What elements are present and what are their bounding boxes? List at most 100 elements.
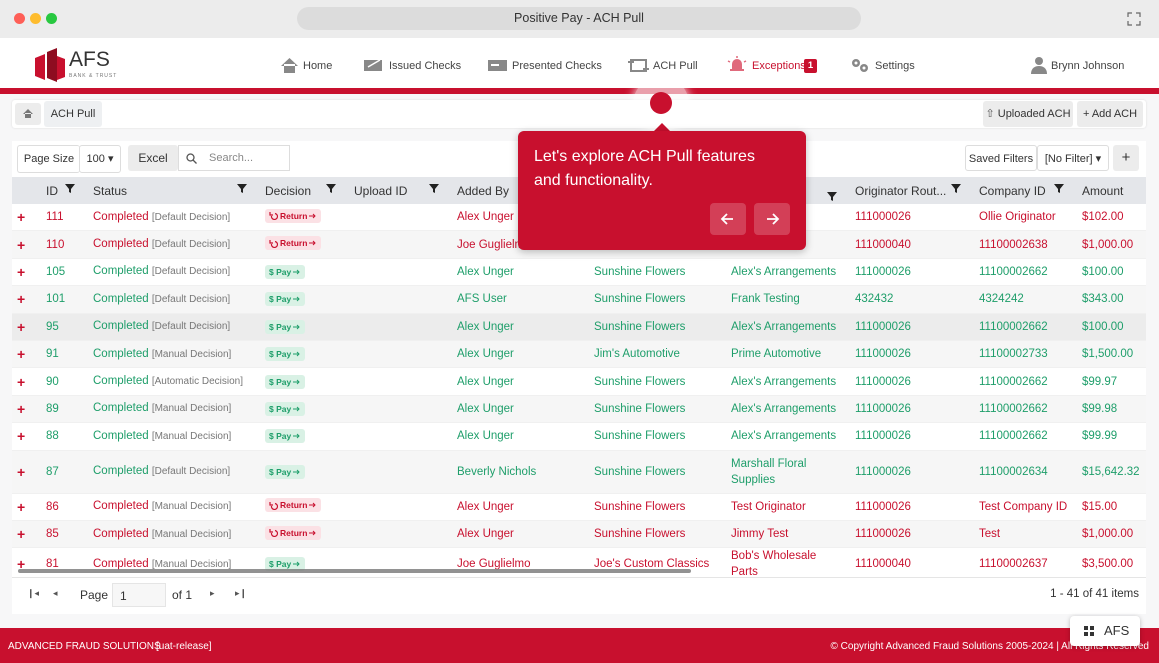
header-cell: Decision	[257, 183, 346, 199]
table-cell: Completed [Default Decision]	[85, 463, 257, 480]
tour-text: Let's explore ACH Pull features and func…	[534, 148, 755, 189]
search-input[interactable]: Search...	[178, 145, 290, 171]
table-cell: $ Pay	[257, 374, 346, 390]
decision-badge[interactable]: $ Pay	[265, 347, 306, 362]
decision-badge[interactable]: Return	[265, 498, 322, 513]
add-ach-button[interactable]: + Add ACH	[1077, 101, 1143, 127]
close-button[interactable]	[14, 13, 25, 24]
column-filter[interactable]	[951, 182, 961, 198]
decision-badge[interactable]: $ Pay	[265, 401, 306, 416]
nav-issued-checks[interactable]: Issued Checks	[389, 60, 462, 72]
table-cell: $343.00	[1074, 291, 1146, 307]
filter-icon	[1054, 183, 1064, 193]
column-filter[interactable]	[65, 182, 75, 198]
table-cell: Alex Unger	[449, 346, 586, 362]
filter-select[interactable]: [No Filter] ▾	[1037, 145, 1109, 171]
column-filter[interactable]	[1054, 182, 1064, 198]
expand-button[interactable]: +	[17, 291, 26, 308]
table-cell: Jim's Automotive	[586, 346, 723, 362]
amount: $1,000.00	[1082, 238, 1134, 251]
nav-ach-pull[interactable]: ACH Pull	[653, 60, 698, 72]
fullscreen-icon[interactable]	[1127, 12, 1141, 26]
page-size-select[interactable]: 100 ▾	[79, 145, 121, 173]
decision-badge[interactable]: $ Pay	[265, 464, 306, 479]
expand-button[interactable]: +	[17, 463, 26, 480]
added-by: Joe Guglielmo	[457, 238, 531, 251]
col7: Jimmy Test	[731, 528, 789, 541]
company-id: 11100002662	[979, 375, 1048, 388]
expand-button[interactable]: +	[17, 346, 26, 363]
decision-badge[interactable]: $ Pay	[265, 374, 306, 389]
nav-user[interactable]: Brynn Johnson	[1051, 60, 1125, 72]
expand-button[interactable]: +	[17, 400, 26, 417]
column-filter[interactable]	[827, 190, 837, 206]
tour-beacon[interactable]	[650, 92, 672, 114]
afs-widget[interactable]: AFS	[1070, 616, 1140, 646]
amount: $99.98	[1082, 402, 1118, 415]
first-page[interactable]: ❙◂	[27, 588, 40, 598]
table-cell: 11100002638	[971, 237, 1074, 253]
company-id: Ollie Originator	[979, 211, 1056, 224]
table-cell: Sunshine Flowers	[586, 499, 723, 515]
table-cell: Sunshine Flowers	[586, 401, 723, 417]
tour-prev[interactable]	[710, 203, 746, 235]
header-label: Amount	[1082, 183, 1124, 198]
add-filter-button[interactable]: +	[1113, 145, 1139, 171]
decision-badge[interactable]: $ Pay	[265, 319, 306, 334]
arrow-icon	[293, 561, 300, 567]
table-cell: Jimmy Test	[723, 526, 847, 542]
header-label: Upload ID	[354, 183, 408, 198]
next-page[interactable]: ▸	[210, 588, 215, 598]
decision-badge[interactable]: $ Pay	[265, 557, 306, 572]
minimize-button[interactable]	[30, 13, 41, 24]
col7: Frank Testing	[731, 293, 800, 306]
zoom-button[interactable]	[46, 13, 57, 24]
decision-badge[interactable]: Return	[265, 525, 322, 540]
nav-settings[interactable]: Settings	[875, 60, 915, 72]
tour-next[interactable]	[754, 203, 790, 235]
expand-button[interactable]: +	[17, 236, 26, 253]
decision-badge[interactable]: $ Pay	[265, 429, 306, 444]
nav-presented-checks[interactable]: Presented Checks	[512, 60, 602, 72]
column-filter[interactable]	[326, 182, 336, 198]
decision-label: $ Pay	[269, 266, 292, 277]
table-cell: Test	[971, 526, 1074, 542]
decision-badge[interactable]: $ Pay	[265, 292, 306, 307]
status: Completed	[93, 527, 149, 540]
expand-button[interactable]: +	[17, 263, 26, 280]
header-label: Originator Rout...	[855, 183, 947, 198]
decision-label: $ Pay	[269, 466, 292, 477]
ach-table: ID Status Decision Upload ID Added By Origina…	[12, 177, 1146, 577]
expand-button[interactable]: +	[17, 526, 26, 543]
table-cell: Joe Guglielmo	[449, 237, 586, 253]
uploaded-ach-button[interactable]: ⇧ Uploaded ACH	[983, 101, 1073, 127]
table-cell: Alex's Arrangements	[723, 401, 847, 417]
page-input[interactable]: 1	[112, 583, 166, 607]
decision-type: [Default Decision]	[151, 211, 231, 223]
expand-button[interactable]: +	[17, 318, 26, 335]
widget-label: AFS	[1104, 623, 1130, 638]
expand-button[interactable]: +	[17, 498, 26, 515]
col7: Marshall Floral Supplies	[731, 457, 807, 486]
decision-badge[interactable]: Return	[265, 208, 322, 223]
prev-page[interactable]: ◂	[53, 588, 58, 598]
table-cell: Completed [Manual Decision]	[85, 428, 257, 445]
horizontal-scrollbar[interactable]	[18, 569, 691, 573]
expand-button[interactable]: +	[17, 428, 26, 445]
decision-badge[interactable]: $ Pay	[265, 264, 306, 279]
presented-checks-icon	[488, 60, 507, 71]
row-id: 91	[46, 348, 59, 361]
expand-button[interactable]: +	[17, 556, 26, 573]
last-page[interactable]: ▸❙	[235, 588, 248, 598]
breadcrumb-home[interactable]	[15, 103, 41, 125]
arrow-icon	[293, 324, 300, 330]
nav-home[interactable]: Home	[303, 60, 333, 72]
decision-badge[interactable]: Return	[265, 236, 322, 251]
added-by: Joe Guglielmo	[457, 558, 531, 571]
column-filter[interactable]	[237, 182, 247, 198]
expand-button[interactable]: +	[17, 373, 26, 390]
column-filter[interactable]	[429, 182, 439, 198]
excel-button[interactable]: Excel	[128, 145, 178, 171]
expand-button[interactable]: +	[17, 209, 26, 226]
nav-exceptions[interactable]: Exceptions	[752, 60, 806, 72]
